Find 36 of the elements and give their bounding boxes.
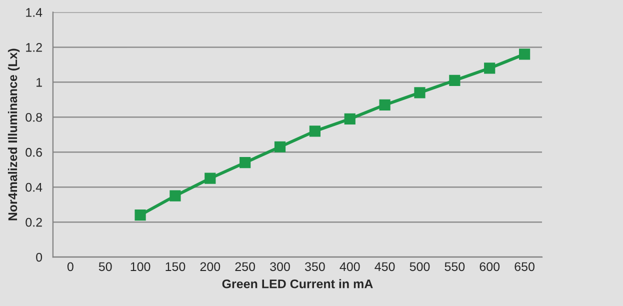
x-tick-label: 300 xyxy=(270,262,290,272)
x-tick-label: 600 xyxy=(480,262,500,272)
y-tick-label: 0 xyxy=(36,252,42,262)
point xyxy=(414,87,426,98)
x-tick-label: 0 xyxy=(67,262,74,272)
x-tick-label: 550 xyxy=(444,262,465,272)
y-axis-title: Nor4malized Illuminance (Lx) xyxy=(8,48,20,220)
y-tick-label: 0.6 xyxy=(26,148,42,157)
x-tick-label: 650 xyxy=(514,262,534,272)
point xyxy=(344,113,356,124)
y-tick-label: 0.8 xyxy=(26,112,42,122)
y-tick-label: 1.2 xyxy=(26,43,42,52)
y-tick-label: 1 xyxy=(36,78,42,87)
point xyxy=(240,157,251,168)
x-tick-label: 100 xyxy=(130,262,150,272)
x-tick-label: 500 xyxy=(410,262,430,272)
x-axis-title: Green LED Current in mA xyxy=(222,279,373,288)
x-tick-label: 50 xyxy=(98,262,112,272)
point xyxy=(134,210,146,221)
x-tick-label: 400 xyxy=(340,262,360,272)
y-tick-label: 1.4 xyxy=(26,8,42,17)
y-tick-label: 0.4 xyxy=(26,182,42,192)
point xyxy=(449,74,460,86)
x-tick-label: 250 xyxy=(235,262,256,272)
point xyxy=(170,190,181,202)
point xyxy=(518,48,530,60)
point xyxy=(204,172,216,184)
x-tick-label: 350 xyxy=(305,262,325,272)
x-tick-label: 450 xyxy=(374,262,395,272)
x-tick-label: 150 xyxy=(166,262,186,272)
point xyxy=(309,126,321,137)
x-tick-label: 200 xyxy=(200,262,220,272)
point xyxy=(484,62,496,74)
y-tick-label: 0.2 xyxy=(26,218,42,227)
point xyxy=(379,99,390,110)
point xyxy=(274,141,286,152)
